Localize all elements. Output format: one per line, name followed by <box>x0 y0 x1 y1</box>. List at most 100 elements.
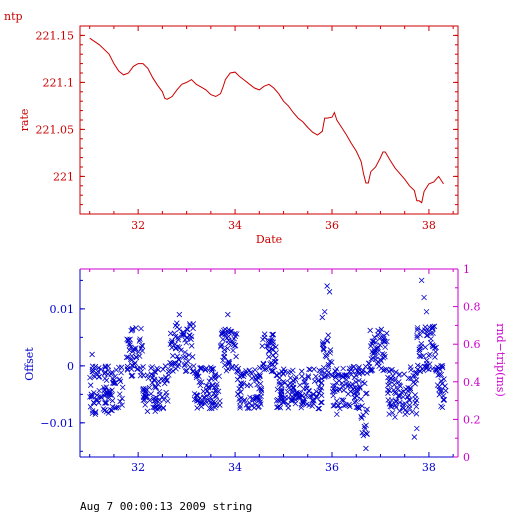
offset-point <box>135 349 142 355</box>
offset-point <box>313 394 320 401</box>
offset-point <box>430 330 436 337</box>
offset-point <box>353 398 359 405</box>
offset-point <box>101 393 108 399</box>
offset-point <box>89 408 96 414</box>
offset-point <box>386 368 393 375</box>
offset-point <box>404 394 411 400</box>
offset-point <box>175 356 182 363</box>
offset-point <box>381 366 388 373</box>
offset-point <box>105 363 111 370</box>
offset-point <box>417 368 424 375</box>
offset-point <box>89 368 96 375</box>
offset-point <box>407 385 414 391</box>
offset-point <box>214 381 220 388</box>
offset-point <box>156 388 163 395</box>
offset-point <box>319 399 325 406</box>
offset-point <box>270 339 277 345</box>
offset-point <box>414 425 420 432</box>
offset-point <box>280 379 287 385</box>
offset-point <box>320 339 326 345</box>
offset-point <box>183 368 190 374</box>
offset-point <box>203 365 210 372</box>
offset-point <box>182 368 189 374</box>
offset-point <box>220 336 226 343</box>
offset-point <box>410 379 417 386</box>
offset-point <box>326 289 333 295</box>
offset-point <box>374 360 380 367</box>
offset-point <box>279 369 285 375</box>
offset-point <box>190 363 197 369</box>
offset-point <box>391 381 398 388</box>
offset-point <box>221 346 228 353</box>
offset-point <box>318 371 324 378</box>
offset-point <box>125 354 131 361</box>
offset-point <box>230 347 236 354</box>
offset-point <box>386 387 393 394</box>
offset-point <box>154 365 160 372</box>
roundtrip-tick-label: 0.4 <box>463 376 481 389</box>
rate-x-tick-label: 36 <box>325 219 339 232</box>
offset-point <box>413 377 420 383</box>
offset-point <box>190 321 197 327</box>
offset-point <box>381 333 387 340</box>
offset-point <box>327 350 333 356</box>
offset-point <box>152 408 159 415</box>
offset-point <box>396 392 403 399</box>
offset-point <box>317 387 324 394</box>
offset-point <box>206 378 213 384</box>
offset-point <box>374 345 381 352</box>
offset-point <box>164 377 170 383</box>
offset-point <box>353 379 359 385</box>
offset-point <box>341 402 347 409</box>
offset-point <box>358 413 364 420</box>
offset-point <box>328 359 335 366</box>
offset-point <box>406 402 413 408</box>
offset-point <box>206 405 213 412</box>
offset-point <box>307 393 313 400</box>
offset-point <box>434 382 441 388</box>
offset-point <box>405 375 412 382</box>
offset-point <box>409 409 415 415</box>
offset-point <box>341 372 348 379</box>
offset-point <box>133 354 140 361</box>
offset-point <box>202 367 209 373</box>
offset-point <box>221 329 228 336</box>
offset-point <box>129 327 136 333</box>
offset-point <box>327 358 333 365</box>
offset-tick-labels: 32 34 36 38 −0.01 0 0.01 0 0.2 0.4 0.6 0… <box>40 263 480 474</box>
offset-point <box>383 366 390 373</box>
offset-point <box>423 308 430 315</box>
offset-point <box>366 363 373 370</box>
offset-point <box>102 400 109 406</box>
offset-point <box>96 374 102 380</box>
offset-point <box>382 344 388 350</box>
offset-point <box>256 397 263 403</box>
offset-y-tick-label: 0 <box>67 360 74 373</box>
offset-point <box>173 365 179 372</box>
offset-point <box>193 392 200 398</box>
offset-point <box>423 357 430 364</box>
offset-point <box>315 405 322 412</box>
offset-point <box>313 373 319 380</box>
offset-point <box>133 324 139 331</box>
offset-point <box>256 385 262 392</box>
offset-point <box>237 405 243 411</box>
offset-point <box>129 353 135 359</box>
offset-point <box>140 385 147 392</box>
offset-point <box>364 390 370 397</box>
rate-chart: ntp rate Date 32 34 36 38 221 221.05 221… <box>4 10 459 246</box>
rate-series-line <box>89 37 444 204</box>
offset-point <box>416 353 423 359</box>
offset-point <box>414 327 421 333</box>
offset-x-tick-label: 38 <box>422 461 436 474</box>
offset-point <box>254 381 260 388</box>
offset-point <box>274 396 281 403</box>
offset-point <box>246 400 253 406</box>
offset-point <box>109 387 115 393</box>
offset-point <box>102 369 108 375</box>
offset-point <box>137 336 143 342</box>
offset-point <box>103 389 110 396</box>
offset-point <box>337 405 343 412</box>
offset-point <box>278 382 285 389</box>
offset-point <box>112 405 118 411</box>
